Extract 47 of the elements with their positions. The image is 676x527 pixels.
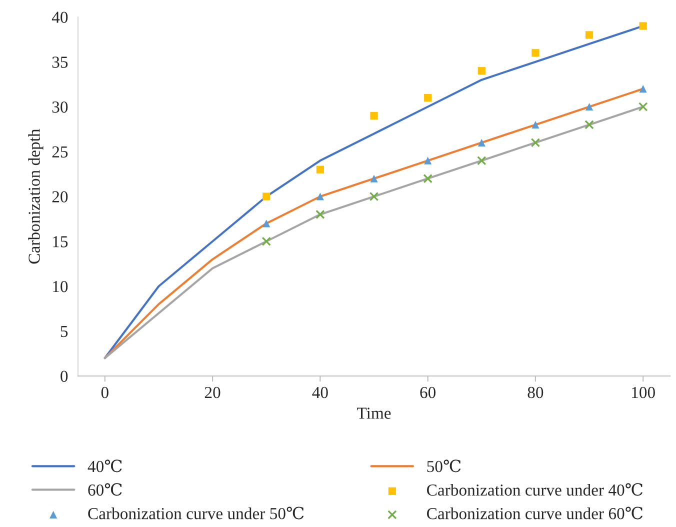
point — [585, 31, 594, 39]
point — [478, 138, 486, 146]
x-tick-label: 40 — [312, 386, 328, 398]
point — [424, 156, 432, 164]
point — [370, 174, 378, 182]
point — [532, 120, 540, 129]
point — [316, 210, 325, 220]
y-tick-label: 10 — [53, 280, 68, 292]
x-tick-label: 60 — [420, 386, 436, 398]
legend-label: 60℃ — [88, 483, 122, 496]
point — [424, 94, 432, 102]
legend-label: Carbonization curve under 40℃ — [427, 483, 643, 496]
legend-label: Carbonization curve under 60℃ — [427, 506, 643, 520]
point — [316, 192, 324, 200]
point — [316, 166, 324, 174]
y-tick-label: 15 — [53, 236, 68, 248]
point — [478, 67, 486, 75]
legend-label: Carbonization curve under 50℃ — [88, 506, 304, 520]
x-axis-title: Time — [357, 408, 391, 419]
point — [585, 102, 594, 111]
x-tick-label: 100 — [632, 386, 655, 398]
y-tick-label: 30 — [52, 101, 68, 113]
y-tick-label: 0 — [60, 370, 68, 382]
y-tick-label: 40 — [52, 12, 68, 23]
y-axis-title: Carbonization depth — [28, 128, 44, 264]
y-tick-label: 20 — [52, 191, 68, 202]
legend-label: 40℃ — [88, 460, 122, 472]
point — [530, 138, 540, 148]
point — [477, 156, 486, 166]
point — [423, 174, 432, 184]
point — [532, 49, 540, 57]
point — [369, 192, 379, 202]
y-tick-label: 35 — [52, 56, 68, 68]
x-tick-label: 0 — [101, 386, 108, 398]
point — [262, 192, 270, 200]
point — [584, 120, 594, 130]
y-tick-label: 5 — [60, 326, 68, 338]
point — [639, 84, 647, 93]
x-tick-label: 80 — [528, 386, 544, 398]
point — [638, 102, 648, 112]
y-tick-label: 25 — [52, 146, 68, 158]
point — [262, 236, 272, 246]
point — [639, 22, 647, 30]
point — [370, 112, 378, 120]
x-tick-label: 20 — [204, 386, 220, 398]
point — [262, 220, 270, 228]
legend-label: 50℃ — [427, 460, 461, 472]
